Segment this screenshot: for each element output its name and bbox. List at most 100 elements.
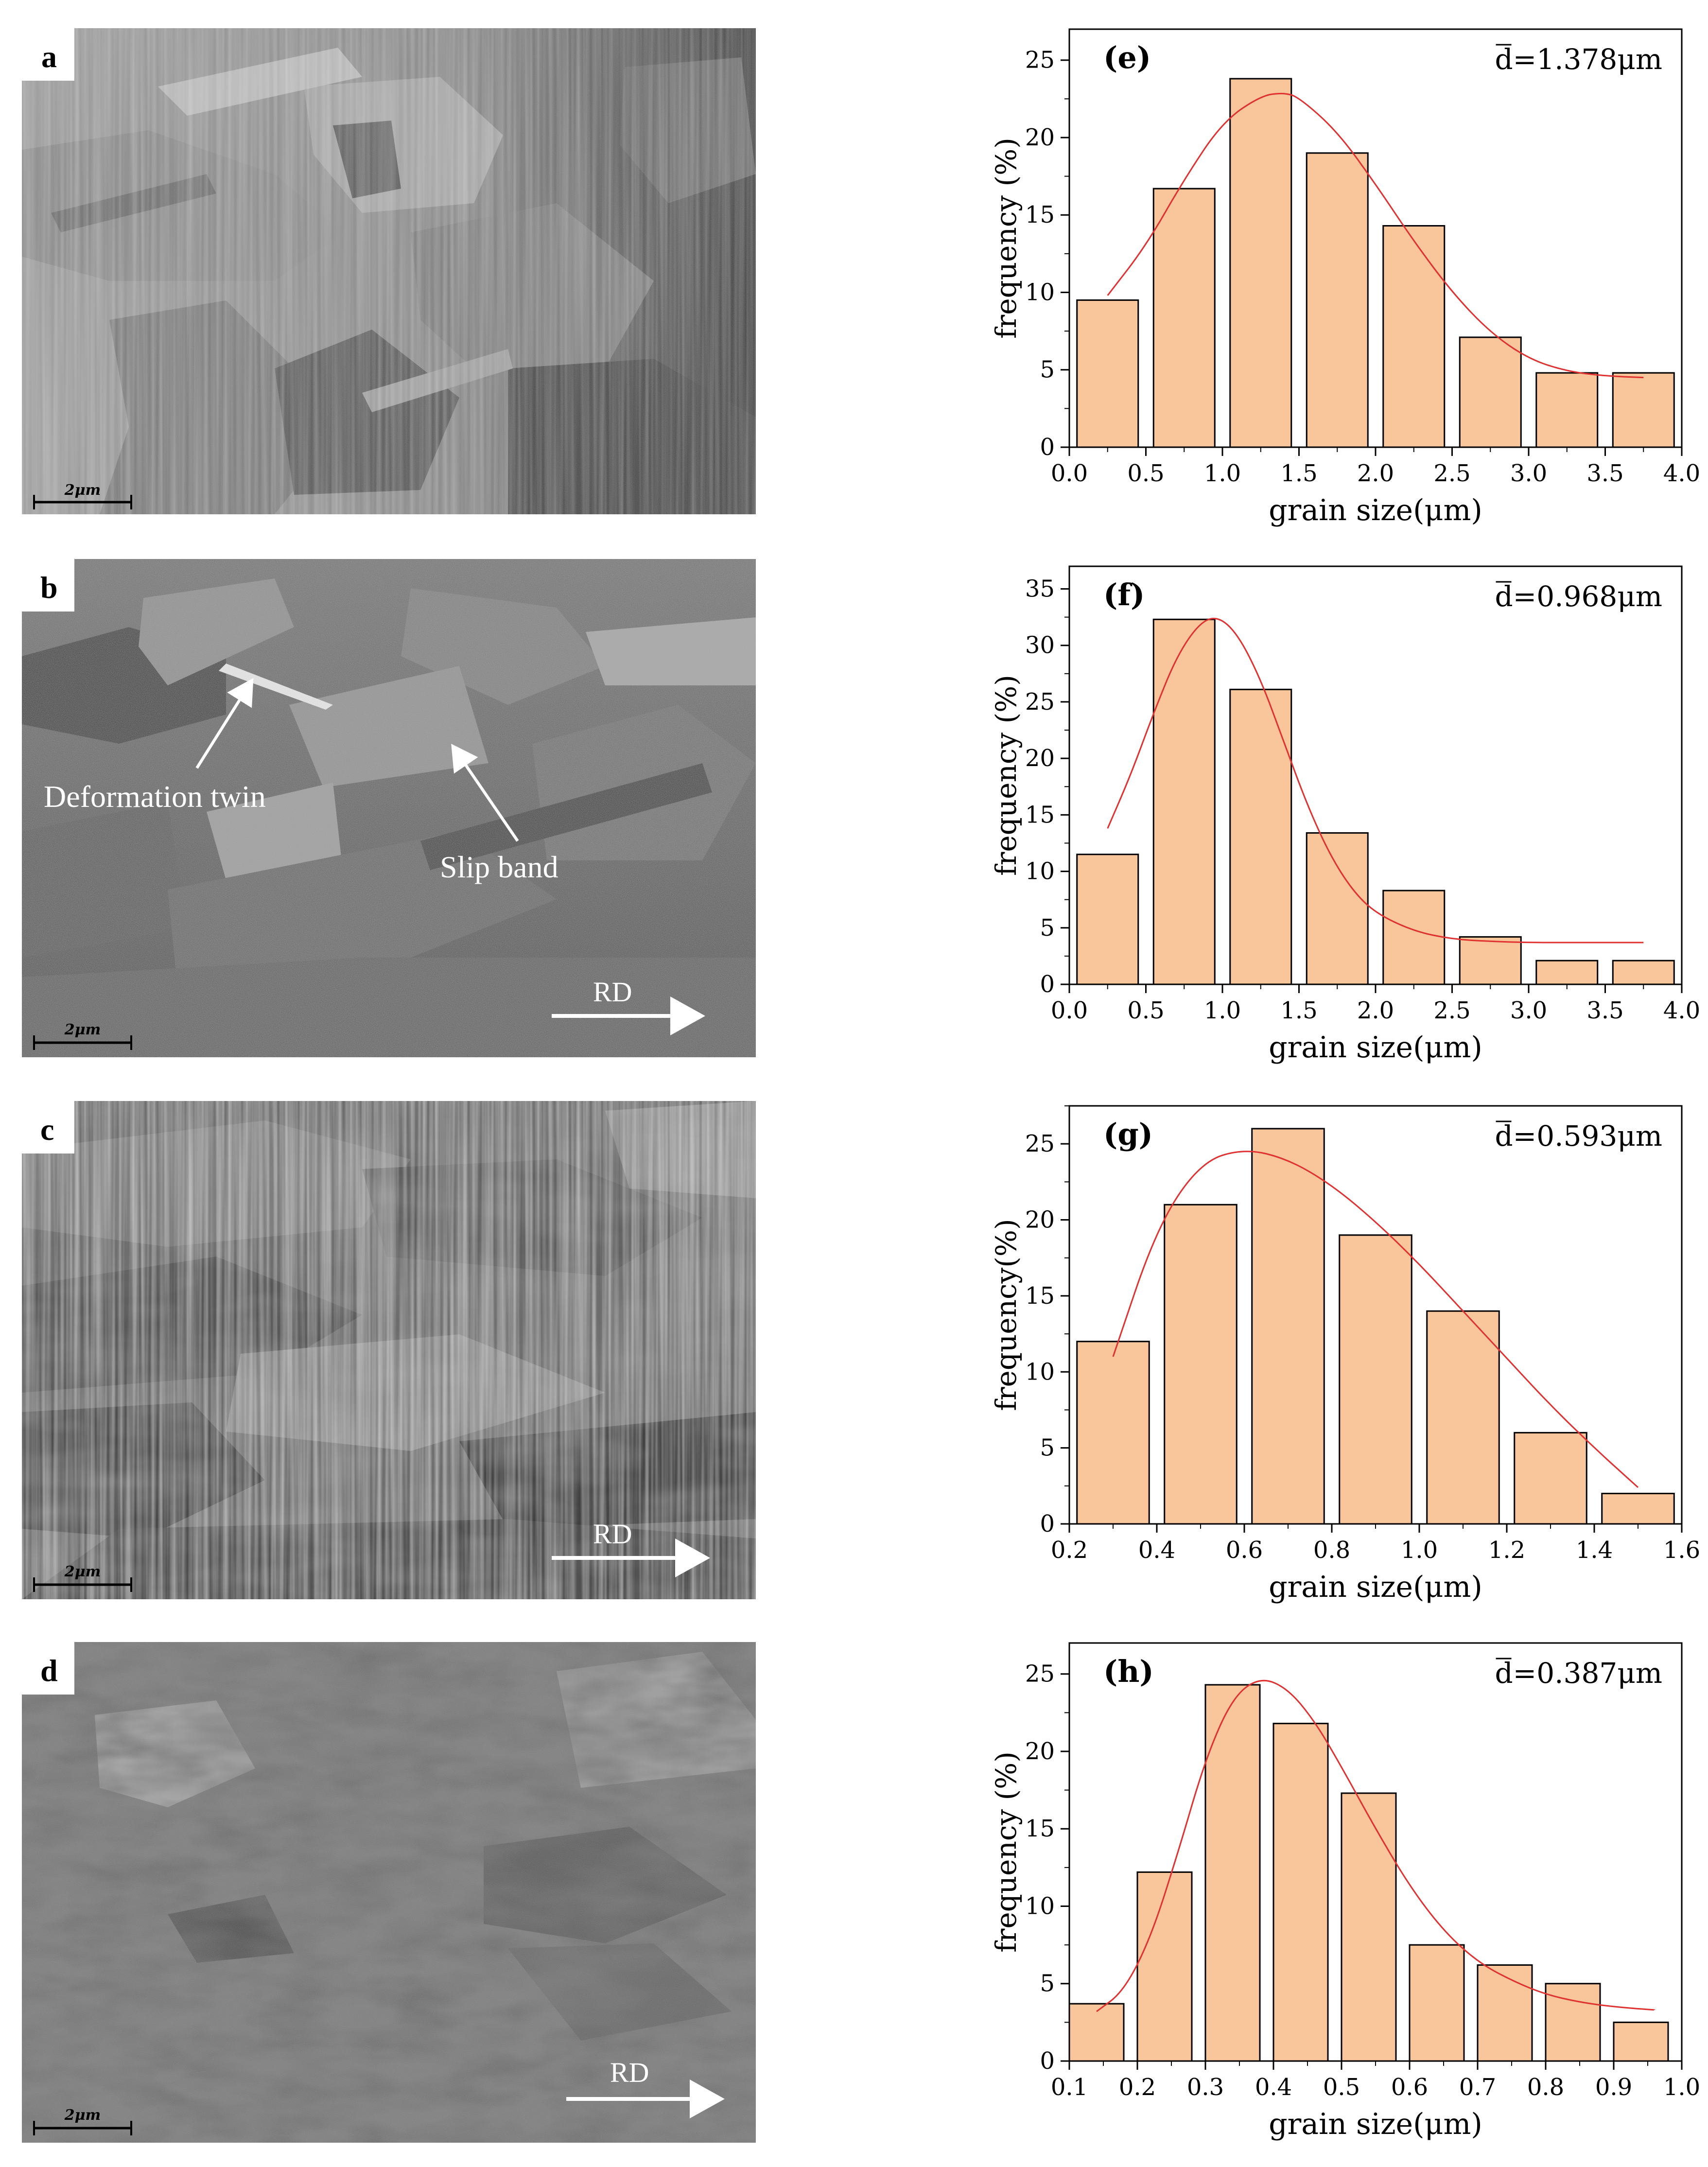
x-tick-label: 1.2 [1488, 1537, 1525, 1564]
bar [1306, 152, 1369, 448]
label-rd: RD [593, 976, 632, 1008]
scale-bar-label: 2μm [64, 482, 101, 499]
panel-tag: (e) [1103, 40, 1151, 75]
bar [1339, 1234, 1412, 1525]
mean-label: d=0.968μm [1495, 580, 1662, 613]
x-tick-label: 1.0 [1204, 460, 1241, 487]
panel-tag: (f) [1103, 577, 1145, 612]
micrograph-b: Deformation twin Slip band RD 2μm b [22, 559, 756, 1057]
x-tick-label: 2.0 [1357, 460, 1394, 487]
micrograph-a: 2μm a [22, 28, 756, 514]
x-tick-label: 0.2 [1119, 2074, 1156, 2101]
y-tick-label: 10 [1025, 1358, 1055, 1385]
x-tick-label: 0.4 [1138, 1537, 1175, 1564]
bar [1612, 960, 1675, 985]
bar [1382, 890, 1446, 985]
scale-bar-label: 2μm [64, 2107, 101, 2124]
bar [1612, 372, 1675, 448]
x-tick-label: 0.1 [1051, 2074, 1088, 2101]
bar [1545, 1983, 1601, 2062]
bar [1204, 1684, 1261, 2062]
x-tick-label: 0.6 [1391, 2074, 1428, 2101]
y-tick-label: 5 [1040, 1434, 1055, 1462]
histogram-f: 0.0 0.5 1.0 1.5 2.0 2.5 3.0 3.5 4.0 0 5 10 15 20 25 30 3… [982, 557, 1701, 1067]
x-tick-label: 0.8 [1313, 1537, 1350, 1564]
y-tick-label: 5 [1040, 356, 1055, 384]
bar [1229, 688, 1292, 985]
x-tick-label: 0.0 [1051, 997, 1088, 1024]
bar [1613, 2021, 1669, 2062]
bar [1409, 1944, 1465, 2062]
y-tick-label: 0 [1040, 1510, 1055, 1538]
micrograph-d: RD 2μm d [22, 1642, 756, 2143]
bar [1459, 936, 1522, 985]
y-tick-label: 0 [1040, 971, 1055, 998]
y-tick-label: 15 [1025, 201, 1055, 228]
y-tick-label: 30 [1025, 632, 1055, 659]
bar [1459, 336, 1522, 448]
fit-curve [1107, 617, 1644, 944]
bar [1535, 960, 1599, 985]
bar [1229, 78, 1292, 448]
y-axis-label: frequency (%) [990, 675, 1023, 876]
x-tick-label: 0.2 [1051, 1537, 1088, 1564]
y-tick-label: 10 [1025, 1892, 1055, 1920]
x-tick-label: 2.5 [1433, 997, 1470, 1024]
y-axis-label: frequency(%) [990, 1219, 1023, 1411]
mean-label: d=1.378μm [1495, 43, 1662, 76]
x-tick-label: 3.0 [1510, 460, 1547, 487]
y-tick-label: 10 [1025, 858, 1055, 885]
bar [1152, 188, 1216, 448]
x-tick-label: 0.4 [1255, 2074, 1292, 2101]
scale-bar: 2μm [33, 482, 132, 509]
bar [1272, 1723, 1329, 2062]
x-tick-label: 1.0 [1401, 1537, 1438, 1564]
y-tick-label: 25 [1025, 1660, 1055, 1688]
y-tick-label: 15 [1025, 1282, 1055, 1310]
bar [1426, 1310, 1500, 1525]
bar [1251, 1128, 1325, 1525]
x-tick-label: 1.6 [1663, 1537, 1700, 1564]
x-tick-label: 1.0 [1663, 2074, 1700, 2101]
panel-tag: (g) [1103, 1117, 1153, 1152]
bar [1076, 854, 1139, 985]
x-tick-label: 0.9 [1595, 2074, 1632, 2101]
y-axis-label: frequency (%) [990, 138, 1023, 339]
x-tick-label: 3.0 [1510, 997, 1547, 1024]
panel-label-b: b [40, 570, 58, 605]
micrograph-c: RD 2μm c [22, 1101, 756, 1599]
x-tick-label: 2.0 [1357, 997, 1394, 1024]
mean-label: d=0.593μm [1495, 1119, 1662, 1153]
x-tick-label: 1.0 [1204, 997, 1241, 1024]
twin-arrow [195, 678, 254, 769]
x-tick-label: 0.8 [1527, 2074, 1564, 2101]
bars [1068, 1684, 1669, 2062]
y-tick-label: 10 [1025, 279, 1055, 306]
bars [1076, 1128, 1675, 1525]
x-tick-label: 1.5 [1280, 997, 1317, 1024]
x-tick-label: 3.5 [1586, 460, 1623, 487]
scale-bar: 2μm [33, 1021, 132, 1050]
bar [1341, 1792, 1397, 2062]
histogram-e: 0.0 0.5 1.0 1.5 2.0 2.5 3.0 3.5 4.0 0 5 10 15 20 25 gra… [982, 19, 1701, 530]
scale-bar: 2μm [33, 2107, 132, 2135]
y-tick-label: 0 [1040, 2047, 1055, 2075]
x-tick-label: 0.5 [1127, 997, 1164, 1024]
scale-bar: 2μm [33, 1563, 132, 1592]
panel-label-d: d [40, 1653, 58, 1688]
y-tick-label: 15 [1025, 801, 1055, 828]
bars [1076, 618, 1675, 985]
x-tick-label: 1.5 [1280, 460, 1317, 487]
panel-tag: (h) [1103, 1654, 1154, 1689]
y-tick-label: 25 [1025, 47, 1055, 74]
bar [1514, 1432, 1587, 1525]
y-tick-label: 20 [1025, 1206, 1055, 1234]
y-tick-label: 0 [1040, 434, 1055, 461]
x-tick-label: 4.0 [1663, 460, 1700, 487]
x-tick-label: 0.5 [1323, 2074, 1360, 2101]
y-tick-label: 15 [1025, 1815, 1055, 1842]
fit-curve [1112, 1151, 1639, 1488]
bar [1136, 1871, 1193, 2062]
y-tick-label: 5 [1040, 914, 1055, 942]
bars [1076, 78, 1675, 448]
